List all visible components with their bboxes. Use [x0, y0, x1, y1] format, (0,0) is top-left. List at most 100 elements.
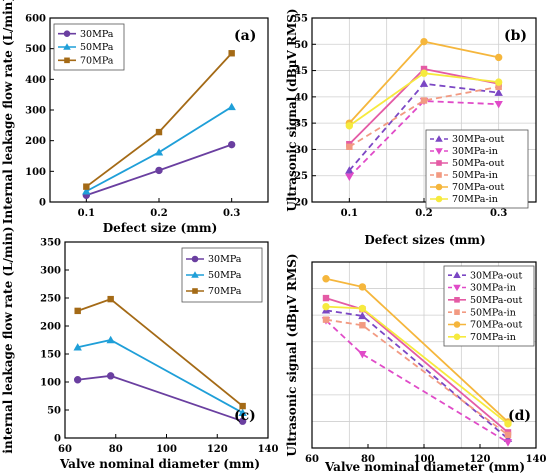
- legend-label: 30MPa-out: [452, 134, 504, 145]
- data-point-70MPa-in: [420, 69, 428, 77]
- chart-panel-3: [64, 241, 269, 439]
- data-point-50MPa-in: [346, 143, 353, 150]
- legend-marker: [192, 288, 198, 294]
- y-tick-label: 300: [40, 266, 61, 277]
- legend-marker: [453, 284, 461, 292]
- data-point-50MPa-out: [420, 65, 428, 73]
- y-tick-label: 150: [40, 350, 61, 361]
- data-point-70MPa: [107, 295, 114, 303]
- legend-label: 50MPa-in: [470, 307, 516, 318]
- series-line-30MPa-in: [325, 319, 509, 444]
- y-axis-label: Ultrasonic signal (dBμV RMS): [285, 8, 299, 211]
- y-tick-label: 250: [40, 294, 61, 305]
- series-line-50MPa-in: [325, 318, 509, 436]
- legend-label: 70MPa: [208, 286, 242, 297]
- data-point-70MPa: [228, 50, 235, 57]
- data-point-70MPa-out: [494, 53, 503, 62]
- legend-label: 70MPa-out: [470, 320, 522, 331]
- chart-panel-2: [311, 17, 537, 209]
- legend-marker: [436, 172, 442, 178]
- legend-marker: [436, 160, 442, 166]
- y-tick-label: 20: [294, 198, 308, 209]
- y-axis-label: Ultrasonic signal (dBμV RMS): [285, 253, 299, 456]
- data-point-30MPa: [106, 372, 115, 380]
- data-point-70MPa-in: [322, 302, 330, 311]
- data-point-50MPa: [106, 335, 115, 344]
- data-point-70MPa-out: [358, 283, 367, 291]
- legend-marker: [453, 333, 461, 341]
- y-tick-label: 500: [25, 44, 46, 55]
- y-tick-label: 350: [40, 238, 61, 249]
- legend-marker: [435, 148, 443, 155]
- x-tick-label: 0.1: [78, 208, 95, 219]
- x-axis-label: Defect size (mm): [103, 221, 218, 235]
- y-tick-label: 300: [25, 106, 46, 117]
- data-point-70MPa: [239, 402, 246, 410]
- y-tick-label: 40: [294, 92, 308, 103]
- data-point-30MPa: [155, 166, 163, 175]
- legend-label: 50MPa: [80, 42, 114, 53]
- y-axis-label: internal leakage flow rate (L/min): [1, 226, 15, 453]
- legend-label: 70MPa-out: [452, 182, 504, 193]
- data-point-50MPa-in: [495, 83, 502, 91]
- legend-label: 50MPa-out: [452, 158, 504, 169]
- data-point-50MPa: [227, 102, 236, 111]
- legend-label: 30MPa-out: [470, 270, 522, 281]
- y-tick-label: 0: [39, 198, 46, 209]
- data-point-70MPa-out: [420, 37, 428, 46]
- data-point-70MPa-in: [504, 420, 512, 428]
- data-point-50MPa: [73, 343, 82, 351]
- y-tick-label: 50: [47, 406, 61, 417]
- data-point-30MPa: [227, 140, 236, 149]
- x-tick-label: 0.2: [415, 208, 432, 219]
- x-tick-label: 60: [58, 444, 72, 455]
- legend-label: 70MPa-in: [470, 332, 516, 343]
- data-point-50MPa-out: [322, 294, 330, 302]
- data-point-70MPa: [83, 183, 90, 190]
- x-tick-label: 0.3: [223, 208, 240, 219]
- legend-label: 70MPa-in: [452, 194, 498, 205]
- y-tick-label: 200: [40, 322, 61, 333]
- data-point-30MPa-in: [358, 351, 367, 359]
- y-tick-label: 30: [294, 145, 308, 156]
- legend-label: 50MPa: [208, 270, 242, 281]
- data-point-50MPa-in: [420, 97, 428, 104]
- legend-marker: [435, 183, 443, 191]
- legend-marker: [435, 195, 443, 203]
- legend-label: 50MPa-in: [452, 170, 498, 181]
- data-point-30MPa-out: [345, 166, 354, 174]
- legend-label: 30MPa: [80, 29, 114, 40]
- data-point-30MPa-in: [345, 173, 354, 181]
- legend-marker: [454, 309, 460, 315]
- data-point-70MPa-in: [345, 122, 354, 130]
- x-axis-label: Valve nominal diameter (mm): [324, 460, 525, 474]
- legend-label: 30MPa-in: [452, 146, 498, 157]
- data-point-70MPa-in: [494, 78, 503, 86]
- data-point-30MPa-out: [419, 79, 429, 87]
- x-axis-label: Defect sizes (mm): [364, 233, 485, 247]
- y-tick-label: 600: [25, 14, 46, 25]
- x-tick-label: 80: [361, 454, 375, 465]
- panel-tag: (a): [234, 28, 256, 44]
- data-point-50MPa-in: [504, 431, 512, 439]
- x-tick-label: 120: [207, 444, 228, 455]
- legend-box: [443, 265, 535, 347]
- y-tick-label: 35: [294, 119, 308, 130]
- data-point-70MPa-in: [358, 304, 367, 313]
- legend-marker: [63, 43, 71, 50]
- legend-marker: [453, 271, 461, 278]
- y-tick-label: 45: [294, 66, 308, 77]
- series-line-30MPa-in: [348, 100, 499, 178]
- legend-label: 30MPa: [208, 254, 242, 265]
- data-point-70MPa: [74, 307, 81, 315]
- data-point-50MPa: [238, 408, 247, 416]
- legend-marker: [191, 255, 199, 263]
- data-point-50MPa-in: [359, 322, 366, 329]
- x-tick-label: 80: [109, 444, 123, 455]
- legend-marker: [454, 297, 460, 303]
- y-axis-label: Internal leakage flow rate (L/min): [1, 0, 15, 224]
- legend-marker: [453, 321, 461, 328]
- y-tick-label: 0: [54, 434, 61, 445]
- x-tick-label: 0.1: [341, 208, 358, 219]
